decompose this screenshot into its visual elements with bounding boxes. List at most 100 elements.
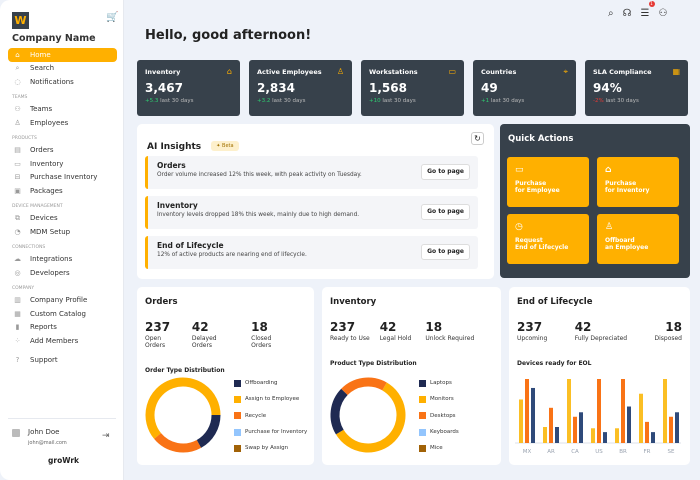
bar-us-2 [603,432,607,443]
sidebar-item-purchase-inventory[interactable]: ⊟ Purchase Inventory [8,171,117,185]
sidebar-item-label: Inventory [30,159,64,168]
refresh-icon: ↻ [474,134,481,143]
insight-text: Inventory levels dropped 18% this week, … [157,212,360,218]
ai-insights-panel: AI Insights ✦ Beta ↻ Orders Order volume … [137,124,494,279]
donut-slice-assign-to-employee [145,377,221,439]
beta-badge: ✦ Beta [211,141,239,151]
stat: 237 Ready to Use [330,320,370,342]
quick-action-line2: for Employee [515,187,560,194]
quick-action-button[interactable]: ◷ Request End of Lifecycle [507,214,589,264]
bar-ar-2 [555,427,559,443]
sidebar-section-title: DEVICE MANAGEMENT [12,203,63,209]
sidebar-item-developers[interactable]: ◎ Developers [8,266,117,280]
sidebar-item-add-members[interactable]: ⁘ Add Members [8,334,117,348]
sidebar-item-label: Packages [30,186,63,195]
stat-value: 42 [379,320,397,334]
kpi-card[interactable]: Active Employees 2,834 +3.2 last 30 days ♙ [249,60,352,116]
legend-item: Swap by Assign [234,440,307,456]
sidebar: W 🛒 Company Name ⌂ Home ⌕ Search ◌ Notificati… [0,0,124,480]
sidebar-item-packages[interactable]: ▣ Packages [8,184,117,198]
mdm-icon: ◔ [14,227,21,236]
tasks-icon[interactable]: ☰ 1 [640,1,655,19]
kpi-card[interactable]: SLA Compliance 94% -2% last 30 days ▦ [585,60,688,116]
sidebar-item-teams[interactable]: ⚇ Teams [8,103,117,117]
legend-item: Monitors [419,391,459,407]
profile-icon[interactable]: ⚇ [658,8,668,19]
order-donut-chart [145,377,221,453]
sidebar-item-company-profile[interactable]: ▥ Company Profile [8,294,117,308]
legend-item: Recycle [234,408,307,424]
legend-swatch [234,428,241,436]
company-name: Company Name [12,33,96,44]
kpi-card[interactable]: Countries 49 +1 last 30 days ⌖ [473,60,576,116]
bar-fr-1 [645,421,649,443]
search-icon: ⌕ [15,63,20,72]
box-icon: ⌂ [226,67,232,76]
kpi-value: 3,467 [145,81,183,95]
quick-action-button[interactable]: ⌂ Purchase for Inventory [597,157,679,207]
cart-icon[interactable]: 🛒 [106,12,119,23]
sidebar-item-support[interactable]: ? Support [8,354,117,368]
sidebar-item-employees[interactable]: ♙ Employees [8,116,117,130]
company-logo: W [12,12,29,29]
cloud-icon: ☁ [14,255,21,264]
sidebar-item-notifications[interactable]: ◌ Notifications [8,75,117,89]
legend-swatch [234,395,241,403]
go-to-page-button[interactable]: Go to page [421,244,470,260]
add-members-icon: ⁘ [14,336,21,345]
eol-title: End of Lifecycle [517,297,593,307]
kpi-delta: +5.3 [145,98,159,104]
legend-label: Recycle [245,412,267,419]
sidebar-item-inventory[interactable]: ▭ Inventory [8,157,117,171]
go-to-page-button[interactable]: Go to page [421,204,470,220]
sidebar-item-label: Company Profile [30,296,88,305]
legend-item: Purchase for Inventory [234,424,307,440]
headset-icon[interactable]: ☊ [622,8,632,19]
orders-title: Orders [145,297,178,307]
sidebar-item-reports[interactable]: ▮ Reports [8,321,117,335]
stat-value: 18 [251,320,268,334]
legend-label: Keyboards [430,429,459,436]
donut-slice-laptops [330,388,348,435]
sidebar-item-mdm-setup[interactable]: ◔ MDM Setup [8,225,117,239]
stat-label: Upcoming [517,335,548,342]
sidebar-item-home[interactable]: ⌂ Home [8,48,117,62]
sidebar-item-devices[interactable]: ⧉ Devices [8,212,117,226]
kpi-card[interactable]: Workstations 1,568 +10 last 30 days ▭ [361,60,464,116]
bar-us-0 [591,428,595,443]
user-email: john@mail.com [28,440,67,446]
stat-value: 237 [517,320,543,334]
bar-se-1 [669,416,673,443]
stat-label: Ready to Use [330,335,370,342]
orders-icon: ▤ [14,146,21,155]
sidebar-nav: ⌂ Home ⌕ Search ◌ Notifications TEAMS ⚇ Teams ♙ Em… [8,48,117,367]
stat-label: Unlock Required [425,335,475,342]
legend-label: Purchase for Inventory [245,429,308,436]
kpi-card[interactable]: Inventory 3,467 +5.3 last 30 days ⌂ [137,60,240,116]
kpi-delta: +10 [369,98,381,104]
purchase-icon: ⊟ [14,173,21,182]
bar-br-2 [627,406,631,443]
sidebar-item-orders[interactable]: ▤ Orders [8,144,117,158]
stat-value: 42 [574,320,592,334]
kpi-value: 1,568 [369,81,407,95]
quick-action-line2: End of Lifecycle [515,244,569,251]
quick-action-button[interactable]: ♙ Offboard an Employee [597,214,679,264]
refresh-button[interactable]: ↻ [471,132,484,145]
go-to-page-button[interactable]: Go to page [421,164,470,180]
kpi-value: 94% [593,81,622,95]
sidebar-item-search[interactable]: ⌕ Search [8,62,117,76]
building-icon: ▥ [14,296,21,305]
sidebar-item-custom-catalog[interactable]: ▦ Custom Catalog [8,307,117,321]
legend-label: Swap by Assign [245,445,289,452]
search-icon[interactable]: ⌕ [608,8,614,19]
sidebar-item-integrations[interactable]: ☁ Integrations [8,253,117,267]
sidebar-section-title: PRODUCTS [12,135,37,141]
logout-icon[interactable]: ⇥ [102,431,110,441]
quick-action-button[interactable]: ▭ Purchase for Employee [507,157,589,207]
insight-title: Orders [157,161,186,170]
sidebar-item-label: Search [30,64,55,73]
stat: 18 Closed Orders [251,320,292,349]
stat-label: Legal Hold [379,335,412,342]
stat-value: 237 [330,320,356,334]
